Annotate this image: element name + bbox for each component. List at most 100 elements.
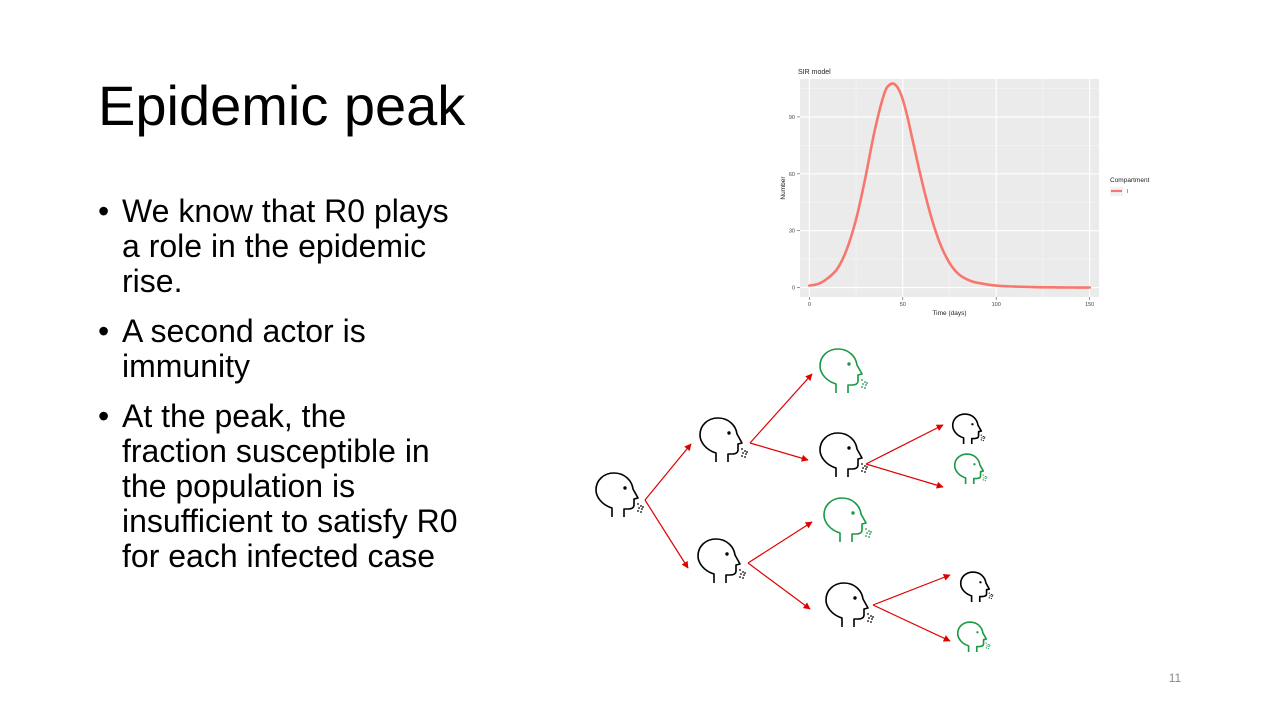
breath-particle	[746, 451, 748, 453]
breath-particle	[983, 437, 985, 440]
breath-particle	[989, 644, 991, 646]
breath-particle	[742, 452, 744, 454]
breath-particle	[982, 474, 984, 476]
head-eye	[851, 511, 855, 515]
x-axis-label: Time (days)	[932, 310, 966, 317]
breath-particle	[870, 615, 872, 617]
head-outline	[953, 453, 985, 484]
breath-particle	[640, 511, 642, 513]
bullet-text: We know that R0 plays a role in the epid…	[122, 193, 449, 299]
bullet-text: At the peak, the fraction susceptible in…	[122, 398, 458, 574]
person-immune-icon	[823, 497, 872, 542]
person-infected-icon	[959, 571, 994, 602]
breath-particle	[984, 479, 986, 482]
breath-particle	[870, 621, 872, 623]
legend-label: I	[1127, 189, 1129, 195]
bullet-list: • We know that R0 plays a role in the epi…	[98, 194, 458, 589]
bullet-item: • We know that R0 plays a role in the epi…	[98, 194, 458, 299]
breath-particle	[991, 595, 993, 598]
breath-particle	[741, 455, 743, 457]
y-tick-label: 30	[789, 229, 795, 235]
head-eye	[971, 423, 974, 426]
breath-particle	[866, 532, 868, 534]
person-immune-icon	[819, 348, 868, 393]
head-outline	[956, 621, 988, 652]
breath-particle	[745, 453, 747, 455]
slide-title: Epidemic peak	[98, 74, 466, 137]
transmission-tree-diagram	[595, 348, 994, 652]
breath-particle	[866, 466, 868, 468]
breath-particle	[982, 435, 984, 438]
head-outline	[699, 417, 743, 462]
transmission-arrow	[747, 562, 811, 610]
breath-particle	[861, 470, 863, 472]
breath-particle	[742, 577, 744, 579]
head-outline	[959, 571, 991, 602]
breath-particle	[862, 383, 864, 385]
transmission-arrow	[872, 604, 951, 642]
breath-particle	[637, 510, 639, 512]
breath-particle	[744, 572, 746, 574]
breath-particle	[987, 647, 989, 650]
head-outline	[951, 413, 983, 444]
transmission-arrow	[747, 521, 813, 564]
head-eye	[623, 486, 627, 490]
breath-particle	[983, 477, 985, 479]
person-infected-icon	[697, 538, 746, 583]
person-infected-icon	[951, 413, 986, 444]
person-immune-icon	[956, 621, 991, 652]
breath-particle	[642, 506, 644, 508]
head-eye	[853, 596, 857, 600]
breath-particle	[986, 476, 988, 478]
breath-particle	[744, 450, 746, 452]
breath-particle	[865, 384, 867, 386]
x-tick-label: 150	[1085, 302, 1094, 308]
breath-particle	[982, 479, 984, 481]
transmission-arrow	[644, 443, 692, 501]
breath-particle	[987, 643, 989, 646]
breath-particle	[862, 467, 864, 469]
breath-particle	[864, 387, 866, 389]
series-line-i	[808, 82, 1091, 289]
head-eye	[725, 552, 729, 556]
page-number: 11	[1168, 671, 1182, 685]
transmission-arrow	[749, 373, 813, 444]
bullet-dot: •	[98, 313, 110, 349]
breath-particle	[982, 439, 984, 442]
breath-particle	[740, 573, 742, 575]
transmission-arrow	[749, 442, 809, 462]
breath-particle	[986, 645, 988, 647]
bullet-item: • A second actor is immunity	[98, 314, 458, 384]
breath-particle	[990, 597, 992, 600]
breath-particle	[742, 571, 744, 573]
breath-particle	[864, 471, 866, 473]
x-tick-label: 0	[808, 302, 811, 308]
breath-particle	[985, 647, 987, 649]
breath-particle	[990, 593, 992, 596]
breath-particle	[865, 528, 867, 530]
breath-particle	[866, 382, 868, 384]
breath-particle	[872, 616, 874, 618]
breath-particle	[980, 434, 982, 436]
breath-particle	[871, 618, 873, 620]
person-infected-icon	[699, 417, 748, 462]
breath-particle	[868, 617, 870, 619]
breath-particle	[743, 574, 745, 576]
head-eye	[973, 463, 976, 466]
head-eye	[727, 431, 731, 435]
head-outline	[595, 472, 639, 517]
breath-particle	[744, 456, 746, 458]
legend-title: Compartment	[1110, 177, 1150, 184]
breath-particle	[865, 535, 867, 537]
bullet-text: A second actor is immunity	[122, 313, 366, 384]
breath-particle	[637, 503, 639, 505]
head-outline	[697, 538, 741, 583]
breath-particle	[638, 507, 640, 509]
breath-particle	[985, 477, 987, 480]
breath-particle	[867, 620, 869, 622]
transmission-arrow	[872, 574, 951, 606]
bullet-item: • At the peak, the fraction susceptible i…	[98, 399, 458, 574]
breath-particle	[867, 613, 869, 615]
breath-particle	[869, 533, 871, 535]
person-immune-icon	[953, 453, 988, 484]
